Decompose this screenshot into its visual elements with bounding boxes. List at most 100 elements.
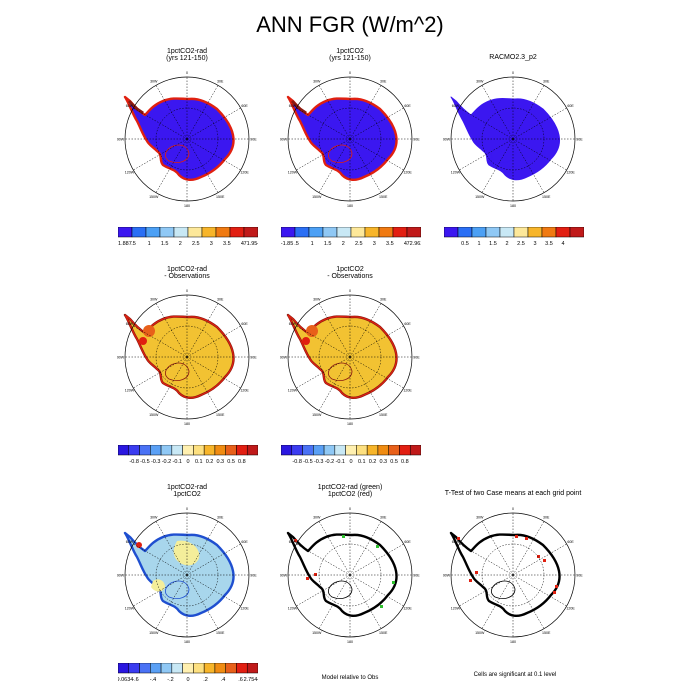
- longitude-label: 120W: [125, 389, 135, 393]
- longitude-label: 120E: [403, 607, 412, 611]
- labelbar-box: [131, 227, 147, 238]
- labelbar-box: [193, 663, 205, 674]
- labelbar-label: 2.5: [192, 241, 200, 247]
- labelbar-box: [118, 445, 130, 456]
- labelbar-box: [366, 445, 379, 456]
- labelbar-label: -0.2: [325, 459, 334, 465]
- polar-map: 0 30E 60E 90E 120E 150E 180 150W 120W 90W 60W 30W: [117, 289, 257, 426]
- longitude-label: 30E: [217, 516, 224, 520]
- labelbar-label: -.6: [132, 677, 138, 683]
- longitude-label: 90W: [280, 137, 288, 141]
- longitude-label: 30W: [150, 516, 158, 520]
- labelbar-label: 0.5: [461, 241, 469, 247]
- longitude-label: 120E: [566, 607, 575, 611]
- panel-title: 1pctCO2-rad: [166, 484, 208, 491]
- longitude-label: 60W: [452, 104, 460, 108]
- labelbar-box: [444, 227, 459, 238]
- meridian-line: [512, 138, 545, 193]
- meridian-line: [155, 356, 188, 411]
- longitude-label: 150W: [312, 631, 322, 635]
- labelbar-label: 4: [241, 241, 244, 247]
- labelbar-label: 3: [210, 241, 213, 247]
- labelbar-box: [236, 445, 248, 456]
- meridian-line: [133, 543, 188, 576]
- panel-title: RACMO2.3_p2: [489, 54, 537, 61]
- longitude-label: 120E: [566, 171, 575, 175]
- panel-subtitle: 1pctCO2: [173, 491, 201, 498]
- longitude-label: 60W: [126, 104, 134, 108]
- ross-ice-shelf: [328, 580, 353, 599]
- panel-subtitle: (yrs 121-150): [329, 55, 371, 62]
- longitude-label: 60W: [452, 540, 460, 544]
- labelbar: -9.0634-.6 -.4 -.2 0 .2 .4 .62.7544: [118, 663, 258, 691]
- longitude-label: 30E: [380, 298, 387, 302]
- labelbar-box: [409, 445, 421, 456]
- peninsula-anomaly: [302, 337, 310, 345]
- map-frame: [124, 294, 250, 420]
- labelbar-box: [392, 227, 408, 238]
- labelbar-svg: 0.5 1 1.5 2 2.5 3 3.5 4: [444, 227, 584, 247]
- labelbar-box: [160, 663, 173, 674]
- meridian-line: [186, 303, 219, 358]
- meridian-line: [349, 303, 382, 358]
- longitude-label: 120W: [125, 171, 135, 175]
- panel-title: 1pctCO2: [336, 48, 364, 55]
- labelbar-label: 3.5: [223, 241, 231, 247]
- labelbar-label: 0.1: [195, 459, 203, 465]
- labelbar-box: [377, 445, 389, 456]
- labelbar-box: [302, 445, 314, 456]
- longitude-label: 150E: [379, 413, 388, 417]
- grid-cell: [380, 605, 383, 608]
- labelbar-box: [150, 663, 162, 674]
- peninsula-anomaly: [306, 325, 318, 337]
- longitude-label: 60E: [241, 104, 248, 108]
- labelbar-label: 0: [349, 459, 352, 465]
- longitude-label: 120W: [451, 171, 461, 175]
- labelbar-label: -0.3: [151, 459, 160, 465]
- meridian-line: [318, 574, 351, 629]
- meridian-line: [296, 543, 351, 576]
- labelbar-box: [555, 227, 571, 238]
- polar-map: 0 30E 60E 90E 120E 150E 180 150W 120W 90W 60W 30W: [117, 71, 257, 208]
- meridian-line: [512, 574, 545, 629]
- longitude-label: 30W: [150, 298, 158, 302]
- labelbar-label: 1: [477, 241, 480, 247]
- panel-subtitle: 1pctCO2 (red): [327, 491, 373, 498]
- meridian-line: [155, 138, 188, 193]
- longitude-label: 0: [349, 289, 351, 293]
- antarctica-land: [123, 95, 235, 181]
- longitude-label: 90E: [576, 573, 583, 577]
- grid-cell: [314, 573, 317, 576]
- labelbar-box: [388, 445, 400, 456]
- labelbar-label: 0: [186, 677, 189, 683]
- labelbar-box: [294, 227, 310, 238]
- labelbar-label: 2.7544: [244, 677, 258, 683]
- longitude-label: 0: [349, 507, 351, 511]
- longitude-label: 60E: [404, 540, 411, 544]
- longitude-label: 90W: [443, 137, 451, 141]
- labelbar-box: [364, 227, 380, 238]
- labelbar-label: -0.3: [314, 459, 323, 465]
- meridian-line: [186, 356, 241, 389]
- labelbar-label: -.2: [167, 677, 173, 683]
- longitude-label: 120W: [451, 607, 461, 611]
- meridian-line: [459, 574, 514, 607]
- peninsula-high: [127, 99, 144, 115]
- labelbar-box: [281, 227, 296, 238]
- longitude-label: 90E: [413, 137, 420, 141]
- labelbar-svg: -1.85.5 1 1.5 2 2.5 3 3.5 472.962: [281, 227, 421, 247]
- labelbar-box: [139, 663, 151, 674]
- longitude-label: 30E: [543, 516, 550, 520]
- labelbar-box: [159, 227, 175, 238]
- labelbar-box: [160, 445, 173, 456]
- longitude-label: 60E: [404, 322, 411, 326]
- peninsula-high: [290, 99, 307, 115]
- meridian-line: [186, 521, 219, 576]
- labelbar-label: 2.5: [517, 241, 525, 247]
- meridian-line: [186, 574, 219, 629]
- polar-map: 0 30E 60E 90E 120E 150E 180 150W 120W 90W 60W 30W: [280, 71, 420, 208]
- labelbar-box: [485, 227, 501, 238]
- polar-map: 0 30E 60E 90E 120E 150E 180 150W 120W 90W 60W 30W: [280, 507, 420, 644]
- labelbar-label: 2: [505, 241, 508, 247]
- significant-cell: [457, 537, 460, 540]
